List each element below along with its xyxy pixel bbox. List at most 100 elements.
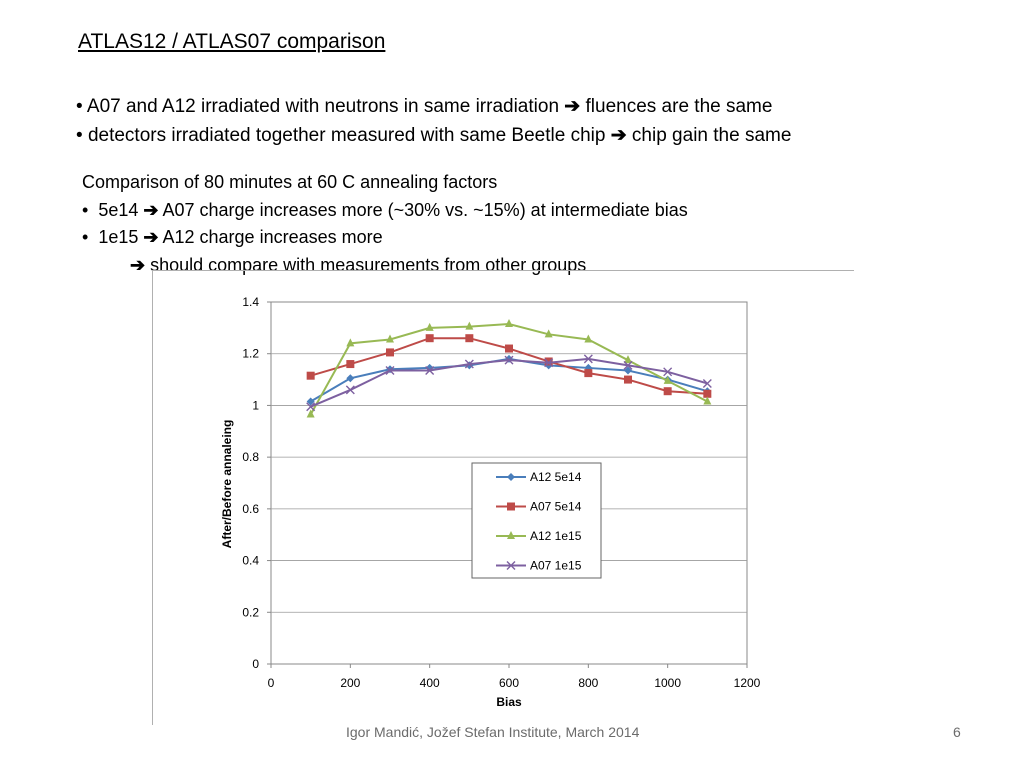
data-point <box>624 355 632 364</box>
comparison-fluence: 5e14 <box>98 199 139 220</box>
y-tick-label: 0.4 <box>242 554 259 568</box>
legend-entry: A07 1e15 <box>496 559 582 573</box>
data-point <box>306 371 315 380</box>
legend-label: A12 5e14 <box>530 470 582 484</box>
legend-entry: A12 1e15 <box>496 529 582 543</box>
y-tick-label: 0.8 <box>242 450 259 464</box>
footer-text: Igor Mandić, Jožef Stefan Institute, Mar… <box>346 724 640 740</box>
data-point <box>425 334 434 343</box>
arrow-icon: ➔ <box>143 199 159 220</box>
x-tick-label: 400 <box>420 676 440 690</box>
bullet-list: • A07 and A12 irradiated with neutrons i… <box>76 92 791 150</box>
data-point <box>505 318 513 327</box>
y-tick-label: 0.2 <box>242 605 259 619</box>
data-point <box>505 344 513 353</box>
comparison-text: A12 charge increases more <box>162 227 383 247</box>
legend: A12 5e14 A07 5e14 A12 1e15 A07 1e15 <box>471 462 602 579</box>
bullet-text-post: chip gain the same <box>631 125 792 146</box>
legend-box <box>471 462 602 579</box>
data-point-stroke <box>663 367 673 377</box>
data-point <box>624 375 632 384</box>
data-point <box>306 409 315 418</box>
data-point-stroke <box>544 358 554 368</box>
data-point-stroke <box>506 561 516 570</box>
y-axis-label: After/Before annaleing <box>220 420 234 549</box>
data-point <box>386 348 394 357</box>
x-tick-label: 1200 <box>734 676 761 690</box>
data-point <box>345 385 355 395</box>
conclusion-line: ➔ should compare with measurements from … <box>82 252 688 280</box>
bullet-item: • A07 and A12 irradiated with neutrons i… <box>76 92 791 121</box>
gridlines <box>271 353 747 613</box>
series <box>306 318 712 418</box>
image-frame-left <box>152 270 153 725</box>
data-point <box>624 366 632 375</box>
image-frame-top <box>152 270 854 271</box>
data-point <box>623 360 633 370</box>
bullet-marker: • <box>82 227 89 247</box>
bullet-marker: • <box>76 96 83 117</box>
data-point <box>385 366 395 376</box>
data-point <box>544 358 554 368</box>
page-number: 6 <box>953 724 961 740</box>
data-point-stroke <box>623 360 633 370</box>
arrow-icon: ➔ <box>564 96 581 117</box>
data-point <box>386 334 394 343</box>
x-axis-label: Bias <box>496 695 522 709</box>
bullet-text-pre: A07 and A12 irradiated with neutrons in … <box>86 96 560 117</box>
bullet-marker: • <box>82 199 89 220</box>
legend-entry: A07 5e14 <box>496 500 582 514</box>
data-point <box>584 369 593 378</box>
data-point <box>425 322 434 331</box>
data-point <box>464 359 474 369</box>
legend-entry: A12 5e14 <box>496 470 582 484</box>
comparison-block: Comparison of 80 minutes at 60 C anneali… <box>82 169 688 279</box>
x-tick-label: 1000 <box>654 676 681 690</box>
data-point <box>703 389 712 398</box>
data-point <box>702 378 712 388</box>
data-point-stroke <box>345 385 355 395</box>
data-point <box>504 355 514 365</box>
legend-label: A12 1e15 <box>530 529 582 543</box>
arrow-icon: ➔ <box>143 227 159 247</box>
data-point <box>507 531 515 539</box>
data-point-stroke <box>464 359 474 369</box>
data-point <box>544 357 553 366</box>
bullet-item: • detectors irradiated together measured… <box>76 121 791 150</box>
bullet-text-post: fluences are the same <box>585 96 773 117</box>
bullet-text-pre: detectors irradiated together measured w… <box>87 125 606 146</box>
series-group <box>306 318 712 418</box>
data-point <box>346 374 355 383</box>
data-point <box>346 360 355 369</box>
series <box>306 334 712 398</box>
y-tick-label: 0 <box>252 657 259 671</box>
x-tick-label: 200 <box>340 676 360 690</box>
comparison-item: • 5e14 ➔ A07 charge increases more (~30%… <box>82 197 688 225</box>
bullet-marker: • <box>76 125 83 146</box>
axes: 0 0.2 0.4 0.6 0.8 1 1.2 1.4 0 200 400 600 800 1000 120… <box>242 295 760 690</box>
y-tick-label: 1.2 <box>242 347 259 361</box>
data-point-stroke <box>702 378 712 388</box>
data-point-stroke <box>306 402 316 412</box>
data-point <box>663 375 672 384</box>
x-tick-label: 600 <box>499 676 519 690</box>
data-point <box>507 473 515 481</box>
x-tick-label: 800 <box>578 676 598 690</box>
data-point <box>583 354 593 364</box>
x-tick-label: 0 <box>268 676 275 690</box>
arrow-icon: ➔ <box>610 125 627 146</box>
comparison-fluence: 1e15 <box>98 227 139 247</box>
data-point <box>306 402 316 412</box>
data-point <box>425 366 435 376</box>
data-point <box>465 334 474 343</box>
data-point <box>544 329 553 338</box>
y-tick-label: 1.4 <box>242 295 259 309</box>
y-tick-label: 0.6 <box>242 502 259 516</box>
comparison-item: • 1e15 ➔ A12 charge increases more <box>82 224 688 252</box>
conclusion-text: should compare with measurements from ot… <box>150 254 587 275</box>
arrow-icon: ➔ <box>130 254 146 275</box>
y-tick-label: 1 <box>252 398 259 412</box>
data-point-stroke <box>385 366 395 376</box>
slide-title: ATLAS12 / ATLAS07 comparison <box>78 30 386 53</box>
